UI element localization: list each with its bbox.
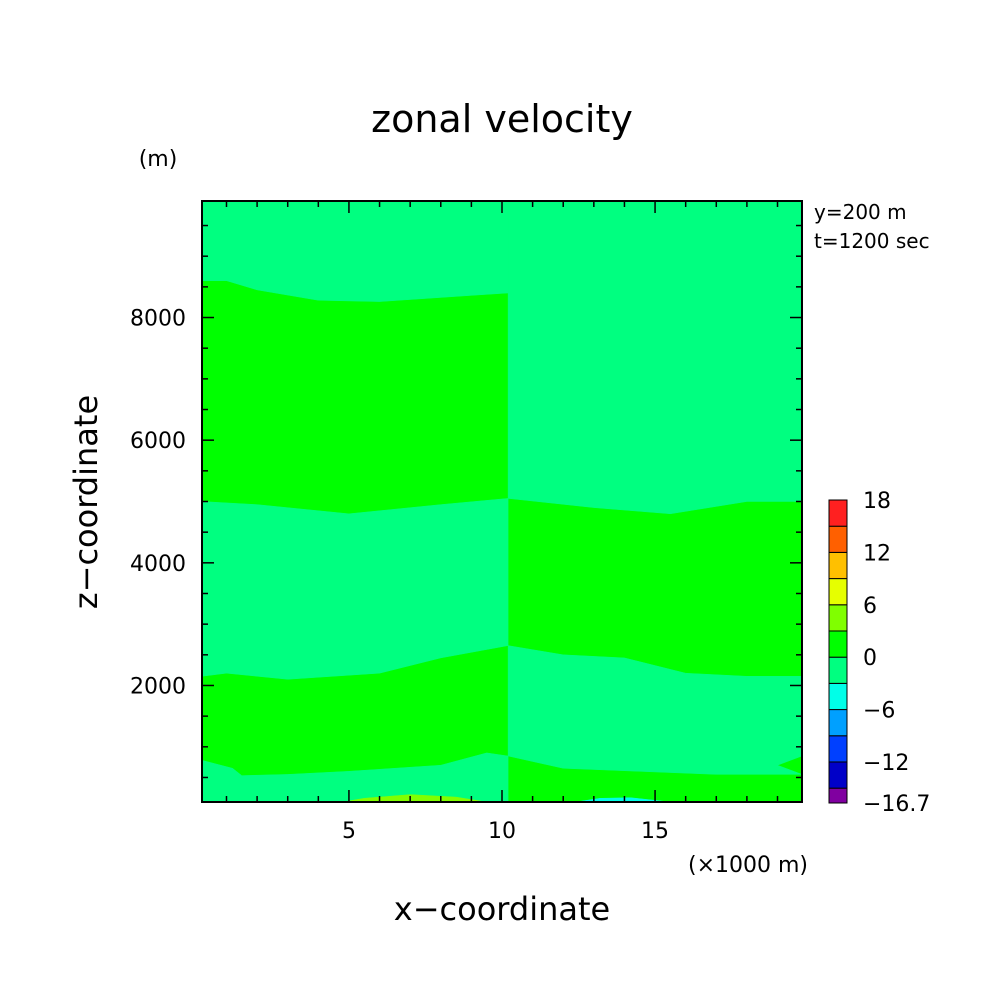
x-tick-label: 15 <box>641 819 669 844</box>
colorbar: 18 12 6 0 −6 −12 −16.7 <box>828 489 930 817</box>
colorbar-segment <box>828 787 848 804</box>
colorbar-label: 0 <box>863 646 877 671</box>
chart-title: zonal velocity <box>371 97 633 141</box>
y-tick-label: 6000 <box>130 429 186 454</box>
colorbar-label: 6 <box>863 594 877 619</box>
colorbar-segment <box>828 630 848 658</box>
colorbar-segment <box>828 656 848 684</box>
axis-ticks <box>202 201 802 802</box>
colorbar-label: −16.7 <box>863 792 930 817</box>
annotation-t: t=1200 sec <box>814 229 930 253</box>
y-unit-label: (m) <box>139 147 178 172</box>
colorbar-segment <box>828 551 848 580</box>
colorbar-segment <box>828 682 848 711</box>
plot-area <box>201 200 803 803</box>
contour-region-1 <box>507 200 803 515</box>
annotation-y: y=200 m <box>814 200 907 224</box>
colorbar-segment <box>828 578 848 606</box>
colorbar-label: 12 <box>863 541 891 566</box>
contour-region-0 <box>201 200 509 302</box>
colorbar-label: −12 <box>863 751 909 776</box>
colorbar-label: −6 <box>863 699 895 724</box>
y-tick-label: 2000 <box>130 674 186 699</box>
colorbar-segment <box>828 761 848 789</box>
y-tick-label: 4000 <box>130 552 186 577</box>
tick-labels: 5 10 15 2000 4000 6000 8000 <box>130 307 669 844</box>
colorbar-segment <box>828 735 848 763</box>
x-unit-label: (×1000 m) <box>688 853 808 878</box>
colorbar-segment <box>828 604 848 632</box>
contour-region-2 <box>201 498 509 680</box>
y-tick-label: 8000 <box>130 307 186 332</box>
y-axis-label: z−coordinate <box>67 395 105 609</box>
colorbar-label: 18 <box>863 489 891 514</box>
contour-region-4 <box>201 752 509 803</box>
colorbar-segment <box>828 525 848 553</box>
x-tick-label: 10 <box>488 819 516 844</box>
x-tick-label: 5 <box>342 819 356 844</box>
colorbar-segment <box>828 709 848 737</box>
x-axis-label: x−coordinate <box>394 890 610 928</box>
colorbar-segment <box>828 499 848 527</box>
